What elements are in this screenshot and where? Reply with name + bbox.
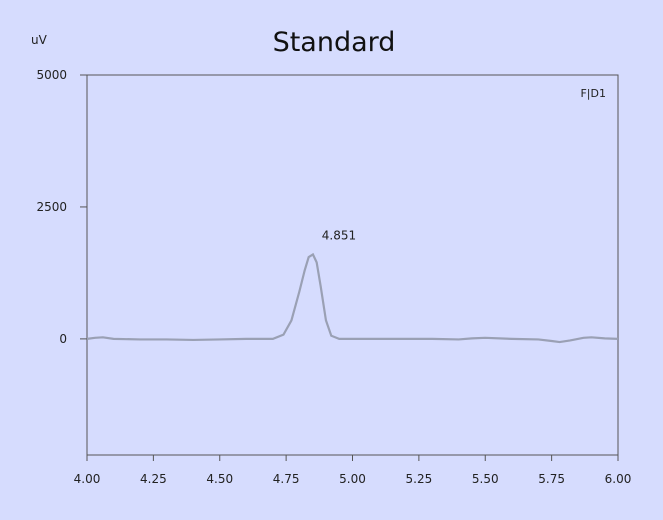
x-tick-label: 4.00: [74, 472, 101, 486]
y-tick-label: 0: [59, 332, 67, 346]
x-tick-label: 4.75: [273, 472, 300, 486]
x-tick-label: 5.00: [339, 472, 366, 486]
y-axis: 5000 2500 0: [36, 68, 87, 346]
series-trace-line: [86, 252, 619, 344]
x-tick-label: 5.50: [472, 472, 499, 486]
y-tick-label: 5000: [36, 68, 67, 82]
y-tick-label: 2500: [36, 200, 67, 214]
x-tick-label: 4.25: [140, 472, 167, 486]
peak-label: 4.851: [322, 228, 356, 242]
x-tick-label: 4.50: [206, 472, 233, 486]
chart-title: Standard: [273, 27, 396, 58]
y-axis-unit: uV: [31, 33, 48, 47]
trace-label: F|D1: [580, 87, 606, 100]
x-tick-label: 6.00: [605, 472, 632, 486]
x-axis: 4.00 4.25 4.50 4.75 5.00 5.25 5.50 5.75 6.00: [74, 455, 632, 486]
x-tick-label: 5.25: [406, 472, 433, 486]
x-tick-label: 5.75: [538, 472, 565, 486]
